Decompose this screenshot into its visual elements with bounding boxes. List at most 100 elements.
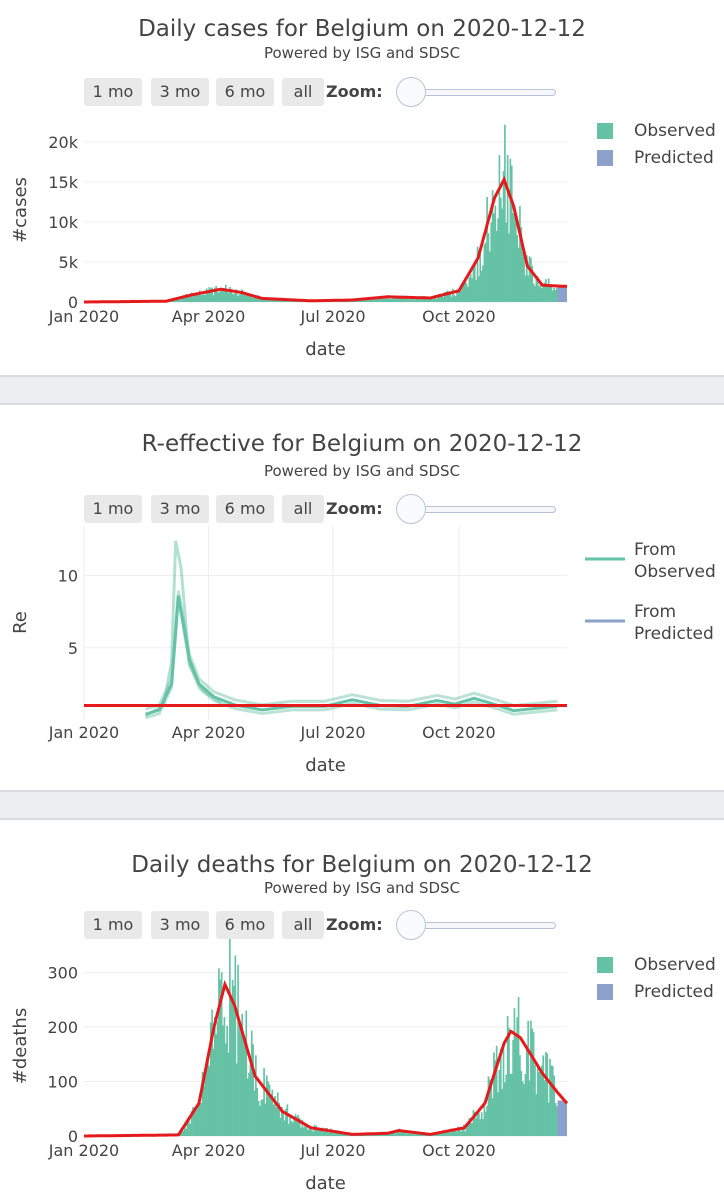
range-1mo-button[interactable]: 1 mo bbox=[84, 495, 142, 523]
observed-bar bbox=[312, 1131, 315, 1136]
observed-bar bbox=[531, 1028, 534, 1136]
observed-bar bbox=[523, 256, 525, 302]
range-1mo-button[interactable]: 1 mo bbox=[84, 911, 142, 939]
observed-bar bbox=[216, 291, 219, 302]
observed-bar bbox=[487, 1076, 490, 1136]
range-all-button[interactable]: all bbox=[282, 78, 324, 106]
observed-bar bbox=[249, 295, 252, 302]
observed-bar bbox=[204, 294, 207, 302]
panel-separator bbox=[0, 375, 724, 405]
observed-bar bbox=[285, 300, 287, 302]
observed-bar bbox=[513, 1008, 516, 1136]
legend-observed-label[interactable]: From Observed bbox=[634, 540, 716, 582]
legend-predicted-label[interactable]: Predicted bbox=[634, 148, 714, 168]
observed-bar bbox=[516, 1017, 519, 1136]
observed-bar bbox=[197, 1105, 200, 1136]
observed-bar bbox=[546, 284, 549, 302]
observed-bar bbox=[550, 285, 553, 302]
observed-bar bbox=[302, 1127, 305, 1136]
observed-bar bbox=[394, 1133, 397, 1136]
observed-bar bbox=[465, 1127, 468, 1136]
observed-bar bbox=[483, 1105, 486, 1136]
legend-predicted-label[interactable]: Predicted bbox=[634, 982, 714, 1002]
range-6mo-button[interactable]: 6 mo bbox=[216, 911, 274, 939]
legend-predicted-label[interactable]: From Predicted bbox=[634, 602, 714, 644]
observed-bar bbox=[198, 1097, 201, 1136]
observed-bar bbox=[230, 289, 233, 302]
observed-bar bbox=[495, 230, 498, 302]
range-all-button[interactable]: all bbox=[282, 495, 324, 523]
observed-bar bbox=[435, 299, 438, 302]
observed-bar bbox=[456, 1131, 458, 1136]
range-6mo-button[interactable]: 6 mo bbox=[216, 78, 274, 106]
zoom-slider-handle[interactable] bbox=[396, 910, 426, 940]
zoom-slider-handle[interactable] bbox=[396, 494, 426, 524]
observed-bar bbox=[313, 1124, 316, 1136]
observed-bar bbox=[278, 299, 280, 302]
zoom-slider-track[interactable] bbox=[410, 89, 556, 96]
observed-bar bbox=[517, 997, 520, 1136]
range-3mo-button[interactable]: 3 mo bbox=[151, 911, 209, 939]
observed-bar bbox=[445, 291, 447, 302]
observed-bar bbox=[324, 1128, 327, 1136]
observed-bar bbox=[389, 1133, 391, 1136]
y-tick-label: 0 bbox=[68, 1127, 78, 1146]
observed-bar bbox=[320, 1128, 323, 1136]
observed-bar bbox=[510, 165, 513, 302]
range-all-button[interactable]: all bbox=[282, 911, 324, 939]
observed-bar bbox=[506, 154, 509, 302]
observed-bar bbox=[245, 292, 248, 302]
observed-bar bbox=[331, 1130, 334, 1136]
observed-bar bbox=[395, 298, 398, 302]
observed-bar bbox=[193, 293, 196, 302]
observed-bar bbox=[534, 1065, 536, 1136]
observed-bar bbox=[270, 1094, 272, 1136]
fit-curve bbox=[84, 979, 569, 1138]
observed-bar bbox=[446, 290, 449, 302]
observed-bar bbox=[400, 295, 402, 302]
zoom-slider-track[interactable] bbox=[410, 922, 556, 929]
zoom-slider-track[interactable] bbox=[410, 506, 556, 513]
observed-bar bbox=[532, 1032, 535, 1136]
observed-bar bbox=[270, 299, 272, 302]
observed-bar bbox=[472, 1109, 475, 1136]
range-3mo-button[interactable]: 3 mo bbox=[151, 78, 209, 106]
re-upper-band bbox=[144, 540, 222, 717]
fit-curve bbox=[84, 175, 568, 304]
observed-bar bbox=[335, 1131, 338, 1136]
observed-bar bbox=[479, 1119, 482, 1136]
observed-bar bbox=[391, 1132, 394, 1136]
observed-bar bbox=[450, 296, 453, 302]
legend-observed-line bbox=[585, 557, 625, 561]
range-3mo-button[interactable]: 3 mo bbox=[151, 495, 209, 523]
zoom-slider-handle[interactable] bbox=[396, 77, 426, 107]
observed-bar bbox=[491, 190, 494, 302]
observed-bar bbox=[341, 1132, 343, 1136]
observed-bar bbox=[468, 277, 471, 302]
observed-bar bbox=[489, 1079, 491, 1136]
observed-bar bbox=[461, 283, 464, 302]
observed-bar bbox=[438, 294, 441, 302]
observed-bar bbox=[497, 1092, 499, 1136]
observed-bar bbox=[449, 293, 451, 302]
observed-bar bbox=[419, 299, 421, 302]
observed-bar bbox=[520, 1070, 523, 1136]
observed-bar bbox=[556, 1106, 558, 1136]
observed-bar bbox=[187, 1116, 190, 1136]
x-tick-label: Jan 2020 bbox=[48, 1141, 119, 1160]
legend-observed-label[interactable]: Observed bbox=[634, 955, 716, 975]
y-tick-label: 100 bbox=[47, 1072, 78, 1091]
legend-observed-label[interactable]: Observed bbox=[634, 121, 716, 141]
observed-bar bbox=[497, 218, 499, 302]
range-1mo-button[interactable]: 1 mo bbox=[84, 78, 142, 106]
observed-bar bbox=[486, 196, 488, 302]
observed-bar bbox=[390, 298, 393, 302]
observed-bar bbox=[441, 1133, 443, 1136]
observed-bar bbox=[498, 1069, 501, 1136]
observed-bar bbox=[449, 1132, 451, 1136]
observed-bar bbox=[218, 968, 220, 1136]
observed-bar bbox=[395, 1130, 398, 1136]
observed-bar bbox=[380, 1133, 383, 1136]
range-6mo-button[interactable]: 6 mo bbox=[216, 495, 274, 523]
deaths-panel: 0 100 200 300 Jan 2020 Apr 2020 Jul 2020 Oct 20… bbox=[0, 820, 724, 1200]
